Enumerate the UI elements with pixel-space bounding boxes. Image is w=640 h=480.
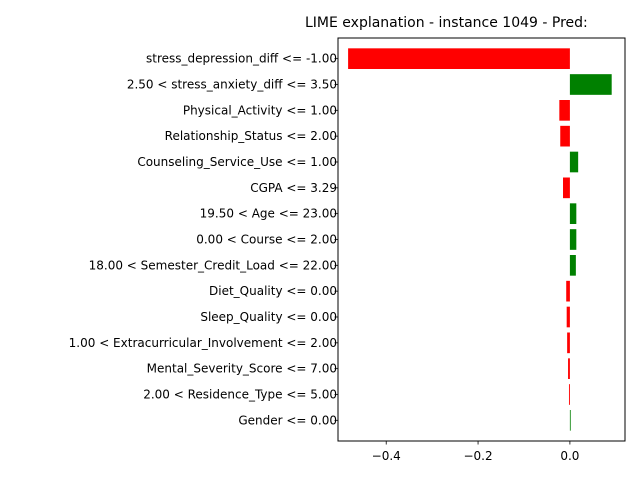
y-tick-label: Diet_Quality <= 0.00: [209, 284, 337, 298]
bar-6: [569, 203, 577, 224]
y-tick-label: Relationship_Status <= 2.00: [165, 129, 337, 143]
y-tick-label: Physical_Activity <= 1.00: [183, 103, 337, 117]
y-tick-label: Mental_Severity_Score <= 7.00: [147, 362, 337, 376]
y-tick-label: Sleep_Quality <= 0.00: [200, 310, 337, 324]
bar-5: [563, 177, 570, 199]
y-tick-label: 19.50 < Age <= 23.00: [200, 207, 337, 221]
bar-4: [569, 151, 579, 173]
bar-0: [348, 48, 570, 69]
bar-3: [560, 125, 570, 147]
bar-7: [569, 229, 577, 250]
chart-title: LIME explanation - instance 1049 - Pred:: [305, 15, 588, 31]
bar-1: [569, 74, 612, 95]
bar-10: [566, 306, 570, 328]
bar-13: [568, 384, 570, 405]
axes-frame: [337, 37, 626, 442]
bar-14: [569, 410, 571, 431]
y-tick-label: Gender <= 0.00: [238, 413, 337, 427]
y-tick-label: 1.00 < Extracurricular_Involvement <= 2.…: [69, 336, 337, 350]
x-tick-label: −0.2: [463, 449, 492, 463]
bar-12: [568, 358, 570, 379]
y-tick-label: CGPA <= 3.29: [250, 181, 337, 195]
y-tick-label: 2.50 < stress_anxiety_diff <= 3.50: [127, 78, 337, 92]
y-tick-label: 0.00 < Course <= 2.00: [196, 233, 337, 247]
y-tick-label: stress_depression_diff <= -1.00: [146, 52, 337, 66]
bars-group: [348, 48, 612, 431]
bar-11: [567, 332, 570, 354]
y-tick-label: 18.00 < Semester_Credit_Load <= 22.00: [89, 258, 337, 272]
x-tick-label: −0.4: [372, 449, 401, 463]
y-tick-label: Counseling_Service_Use <= 1.00: [137, 155, 337, 169]
y-tick-label: 2.00 < Residence_Type <= 5.00: [143, 388, 337, 402]
bar-9: [566, 280, 570, 302]
bar-2: [559, 100, 570, 121]
bar-8: [569, 255, 576, 276]
x-axis-ticks: −0.4 −0.2 0.0: [372, 441, 579, 463]
y-axis-ticks: stress_depression_diff <= -1.00 2.50 < st…: [69, 52, 338, 427]
x-tick-label: 0.0: [560, 449, 579, 463]
